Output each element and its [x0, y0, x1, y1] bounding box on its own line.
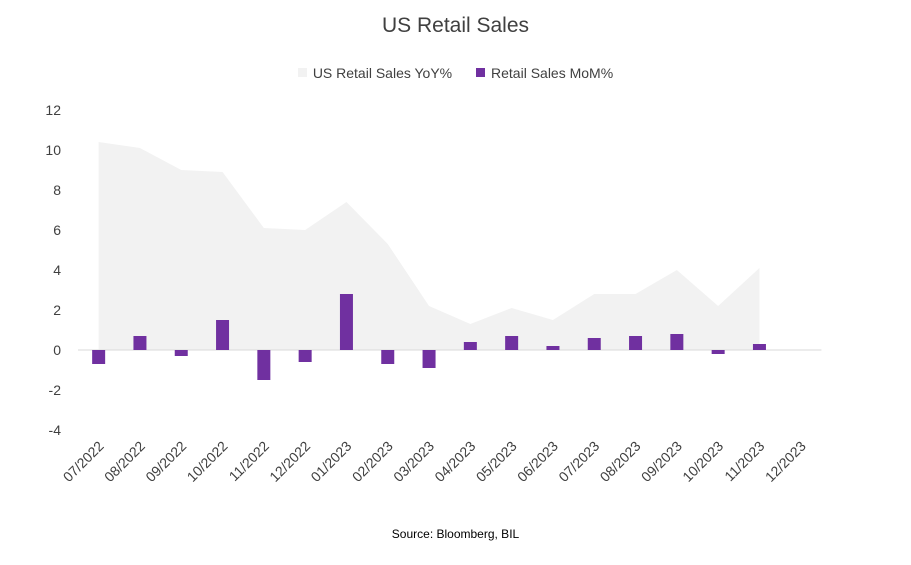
bar-mom-03-2023	[422, 350, 436, 368]
legend-swatch-mom	[476, 68, 486, 77]
y-tick-label: -4	[49, 422, 62, 438]
bar-mom-02-2023	[381, 350, 395, 364]
x-tick-label: 07/2023	[555, 438, 602, 485]
legend: US Retail Sales YoY% Retail Sales MoM%	[0, 64, 911, 81]
x-tick-label: 11/2022	[226, 438, 273, 485]
x-tick-label: 10/2022	[184, 438, 231, 485]
x-tick-label: 08/2022	[101, 438, 148, 485]
y-tick-label: -2	[49, 382, 62, 398]
y-tick-label: 4	[53, 262, 61, 278]
x-tick-label: 11/2023	[721, 438, 768, 485]
legend-swatch-yoy	[297, 68, 307, 77]
legend-item-mom: Retail Sales MoM%	[476, 65, 613, 81]
legend-label-mom: Retail Sales MoM%	[491, 64, 614, 81]
bar-mom-04-2023	[463, 342, 477, 350]
legend-item-yoy: US Retail Sales YoY%	[297, 64, 453, 81]
bar-mom-08-2022	[133, 336, 147, 350]
bar-mom-12-2022	[298, 350, 312, 362]
x-tick-label: 10/2023	[679, 438, 726, 485]
bar-mom-09-2023	[670, 334, 684, 350]
y-tick-label: 0	[53, 342, 61, 358]
x-tick-label: 01/2023	[307, 438, 354, 485]
y-tick-label: 12	[45, 102, 61, 118]
area-series-yoy	[98, 142, 760, 350]
bar-mom-06-2023	[546, 346, 560, 350]
bar-mom-11-2022	[257, 350, 271, 380]
y-tick-label: 8	[53, 182, 61, 198]
x-tick-label: 12/2023	[762, 438, 809, 485]
bar-mom-09-2022	[174, 350, 188, 356]
bar-mom-10-2023	[711, 350, 725, 354]
x-tick-label: 09/2022	[142, 438, 189, 485]
legend-label-yoy: US Retail Sales YoY%	[312, 64, 453, 81]
y-tick-label: 6	[53, 222, 61, 238]
source-note: Source: Bloomberg, BIL	[391, 527, 520, 541]
x-tick-label: 09/2023	[638, 438, 685, 485]
x-tick-label: 06/2023	[514, 438, 561, 485]
bar-mom-05-2023	[505, 336, 519, 350]
x-tick-label: 04/2023	[431, 438, 478, 485]
bar-mom-01-2023	[339, 294, 353, 350]
x-tick-label: 03/2023	[390, 438, 437, 485]
x-tick-label: 08/2023	[597, 438, 644, 485]
x-tick-label: 07/2022	[60, 438, 107, 485]
bar-mom-10-2022	[216, 320, 230, 350]
x-tick-label: 05/2023	[473, 438, 520, 485]
y-tick-label: 10	[45, 142, 61, 158]
y-tick-label: 2	[53, 302, 61, 318]
bar-mom-07-2022	[92, 350, 106, 364]
bar-mom-07-2023	[587, 338, 601, 350]
bar-mom-08-2023	[629, 336, 643, 350]
x-tick-label: 12/2022	[266, 438, 313, 485]
chart-title: US Retail Sales	[381, 14, 530, 37]
x-tick-label: 02/2023	[349, 438, 396, 485]
bar-mom-11-2023	[752, 344, 766, 350]
